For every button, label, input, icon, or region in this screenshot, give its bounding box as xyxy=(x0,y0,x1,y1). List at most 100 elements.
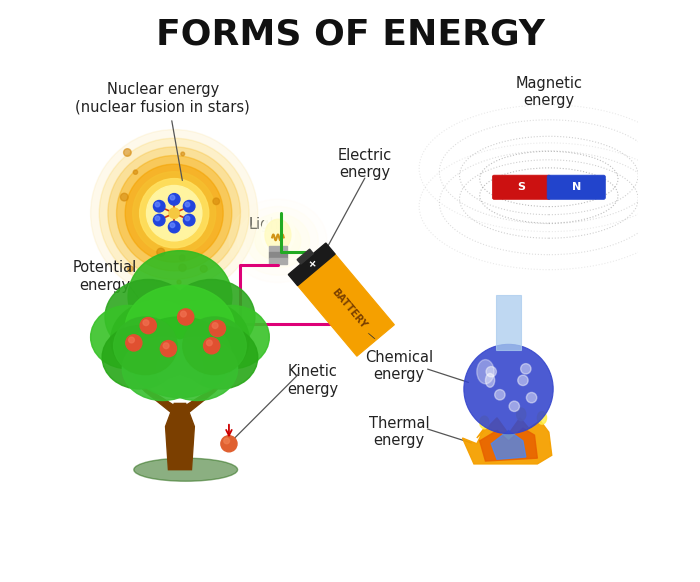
Circle shape xyxy=(163,343,169,349)
Ellipse shape xyxy=(113,317,177,375)
Ellipse shape xyxy=(128,251,232,343)
Circle shape xyxy=(153,214,165,226)
Ellipse shape xyxy=(480,416,489,429)
Circle shape xyxy=(169,287,174,292)
Ellipse shape xyxy=(125,285,234,372)
Circle shape xyxy=(127,266,133,271)
Text: FORMS OF ENERGY: FORMS OF ENERGY xyxy=(155,17,545,51)
Ellipse shape xyxy=(464,345,553,434)
Text: Chemical
energy: Chemical energy xyxy=(365,350,433,382)
Polygon shape xyxy=(463,418,552,464)
Circle shape xyxy=(140,318,156,333)
Circle shape xyxy=(178,309,194,325)
Text: —: — xyxy=(364,328,378,342)
Circle shape xyxy=(169,221,180,233)
Circle shape xyxy=(170,223,175,228)
Circle shape xyxy=(221,436,237,452)
Circle shape xyxy=(495,389,505,400)
Text: S: S xyxy=(517,182,526,192)
Ellipse shape xyxy=(111,301,203,379)
Circle shape xyxy=(129,337,134,343)
Circle shape xyxy=(179,255,185,261)
Circle shape xyxy=(160,340,176,357)
Ellipse shape xyxy=(229,199,327,282)
Ellipse shape xyxy=(237,207,318,275)
Circle shape xyxy=(183,214,195,226)
Ellipse shape xyxy=(538,411,547,424)
FancyBboxPatch shape xyxy=(269,246,287,253)
Circle shape xyxy=(133,170,138,175)
Polygon shape xyxy=(165,403,195,470)
Ellipse shape xyxy=(90,306,165,369)
Circle shape xyxy=(169,208,179,218)
FancyBboxPatch shape xyxy=(269,258,287,264)
Polygon shape xyxy=(288,243,335,286)
Circle shape xyxy=(126,335,142,351)
Text: Nuclear energy
(nuclear fusion in stars): Nuclear energy (nuclear fusion in stars) xyxy=(76,81,250,114)
Ellipse shape xyxy=(128,317,232,398)
Text: N: N xyxy=(572,182,581,192)
Circle shape xyxy=(185,202,190,207)
Circle shape xyxy=(526,392,537,403)
Circle shape xyxy=(185,216,190,221)
Ellipse shape xyxy=(255,221,301,261)
Ellipse shape xyxy=(146,186,202,241)
Ellipse shape xyxy=(246,214,309,268)
Ellipse shape xyxy=(116,155,232,271)
Polygon shape xyxy=(297,249,314,264)
Ellipse shape xyxy=(517,408,526,421)
Text: BATTERY: BATTERY xyxy=(329,287,368,330)
Circle shape xyxy=(177,280,181,284)
Ellipse shape xyxy=(195,306,270,369)
Ellipse shape xyxy=(157,337,237,400)
Ellipse shape xyxy=(477,360,494,384)
Circle shape xyxy=(486,367,496,377)
Text: +: + xyxy=(305,257,318,271)
Circle shape xyxy=(120,193,128,201)
Circle shape xyxy=(518,375,528,385)
Circle shape xyxy=(170,196,175,200)
FancyBboxPatch shape xyxy=(547,175,606,200)
Polygon shape xyxy=(298,254,394,356)
Circle shape xyxy=(181,152,185,156)
Circle shape xyxy=(153,200,165,212)
Circle shape xyxy=(155,216,160,221)
Polygon shape xyxy=(143,389,180,415)
FancyBboxPatch shape xyxy=(496,295,522,350)
Circle shape xyxy=(521,364,531,374)
Circle shape xyxy=(155,202,160,207)
Circle shape xyxy=(213,198,220,205)
Circle shape xyxy=(509,401,519,411)
Circle shape xyxy=(209,321,225,336)
Polygon shape xyxy=(491,431,526,459)
Text: Kinetic
energy: Kinetic energy xyxy=(287,364,338,396)
Ellipse shape xyxy=(102,325,177,389)
Ellipse shape xyxy=(125,164,223,262)
Ellipse shape xyxy=(90,130,258,297)
Ellipse shape xyxy=(183,317,246,375)
Circle shape xyxy=(204,338,220,354)
Circle shape xyxy=(143,320,149,325)
Ellipse shape xyxy=(133,172,216,255)
Circle shape xyxy=(206,340,212,346)
Circle shape xyxy=(183,200,195,212)
Circle shape xyxy=(169,194,180,205)
Ellipse shape xyxy=(122,337,203,400)
Polygon shape xyxy=(180,389,218,415)
Text: Light: Light xyxy=(248,217,285,232)
Ellipse shape xyxy=(105,279,192,354)
Ellipse shape xyxy=(261,212,295,254)
FancyBboxPatch shape xyxy=(492,175,551,200)
Circle shape xyxy=(224,438,230,443)
Ellipse shape xyxy=(183,325,258,389)
Ellipse shape xyxy=(265,219,291,251)
Ellipse shape xyxy=(99,139,249,288)
Ellipse shape xyxy=(139,179,209,248)
Text: Electric
energy: Electric energy xyxy=(337,148,391,180)
Circle shape xyxy=(124,148,131,157)
Text: Thermal
energy: Thermal energy xyxy=(369,416,429,448)
Polygon shape xyxy=(480,428,538,461)
Ellipse shape xyxy=(486,374,495,387)
Ellipse shape xyxy=(108,147,241,279)
Text: Magnetic
energy: Magnetic energy xyxy=(515,76,582,108)
